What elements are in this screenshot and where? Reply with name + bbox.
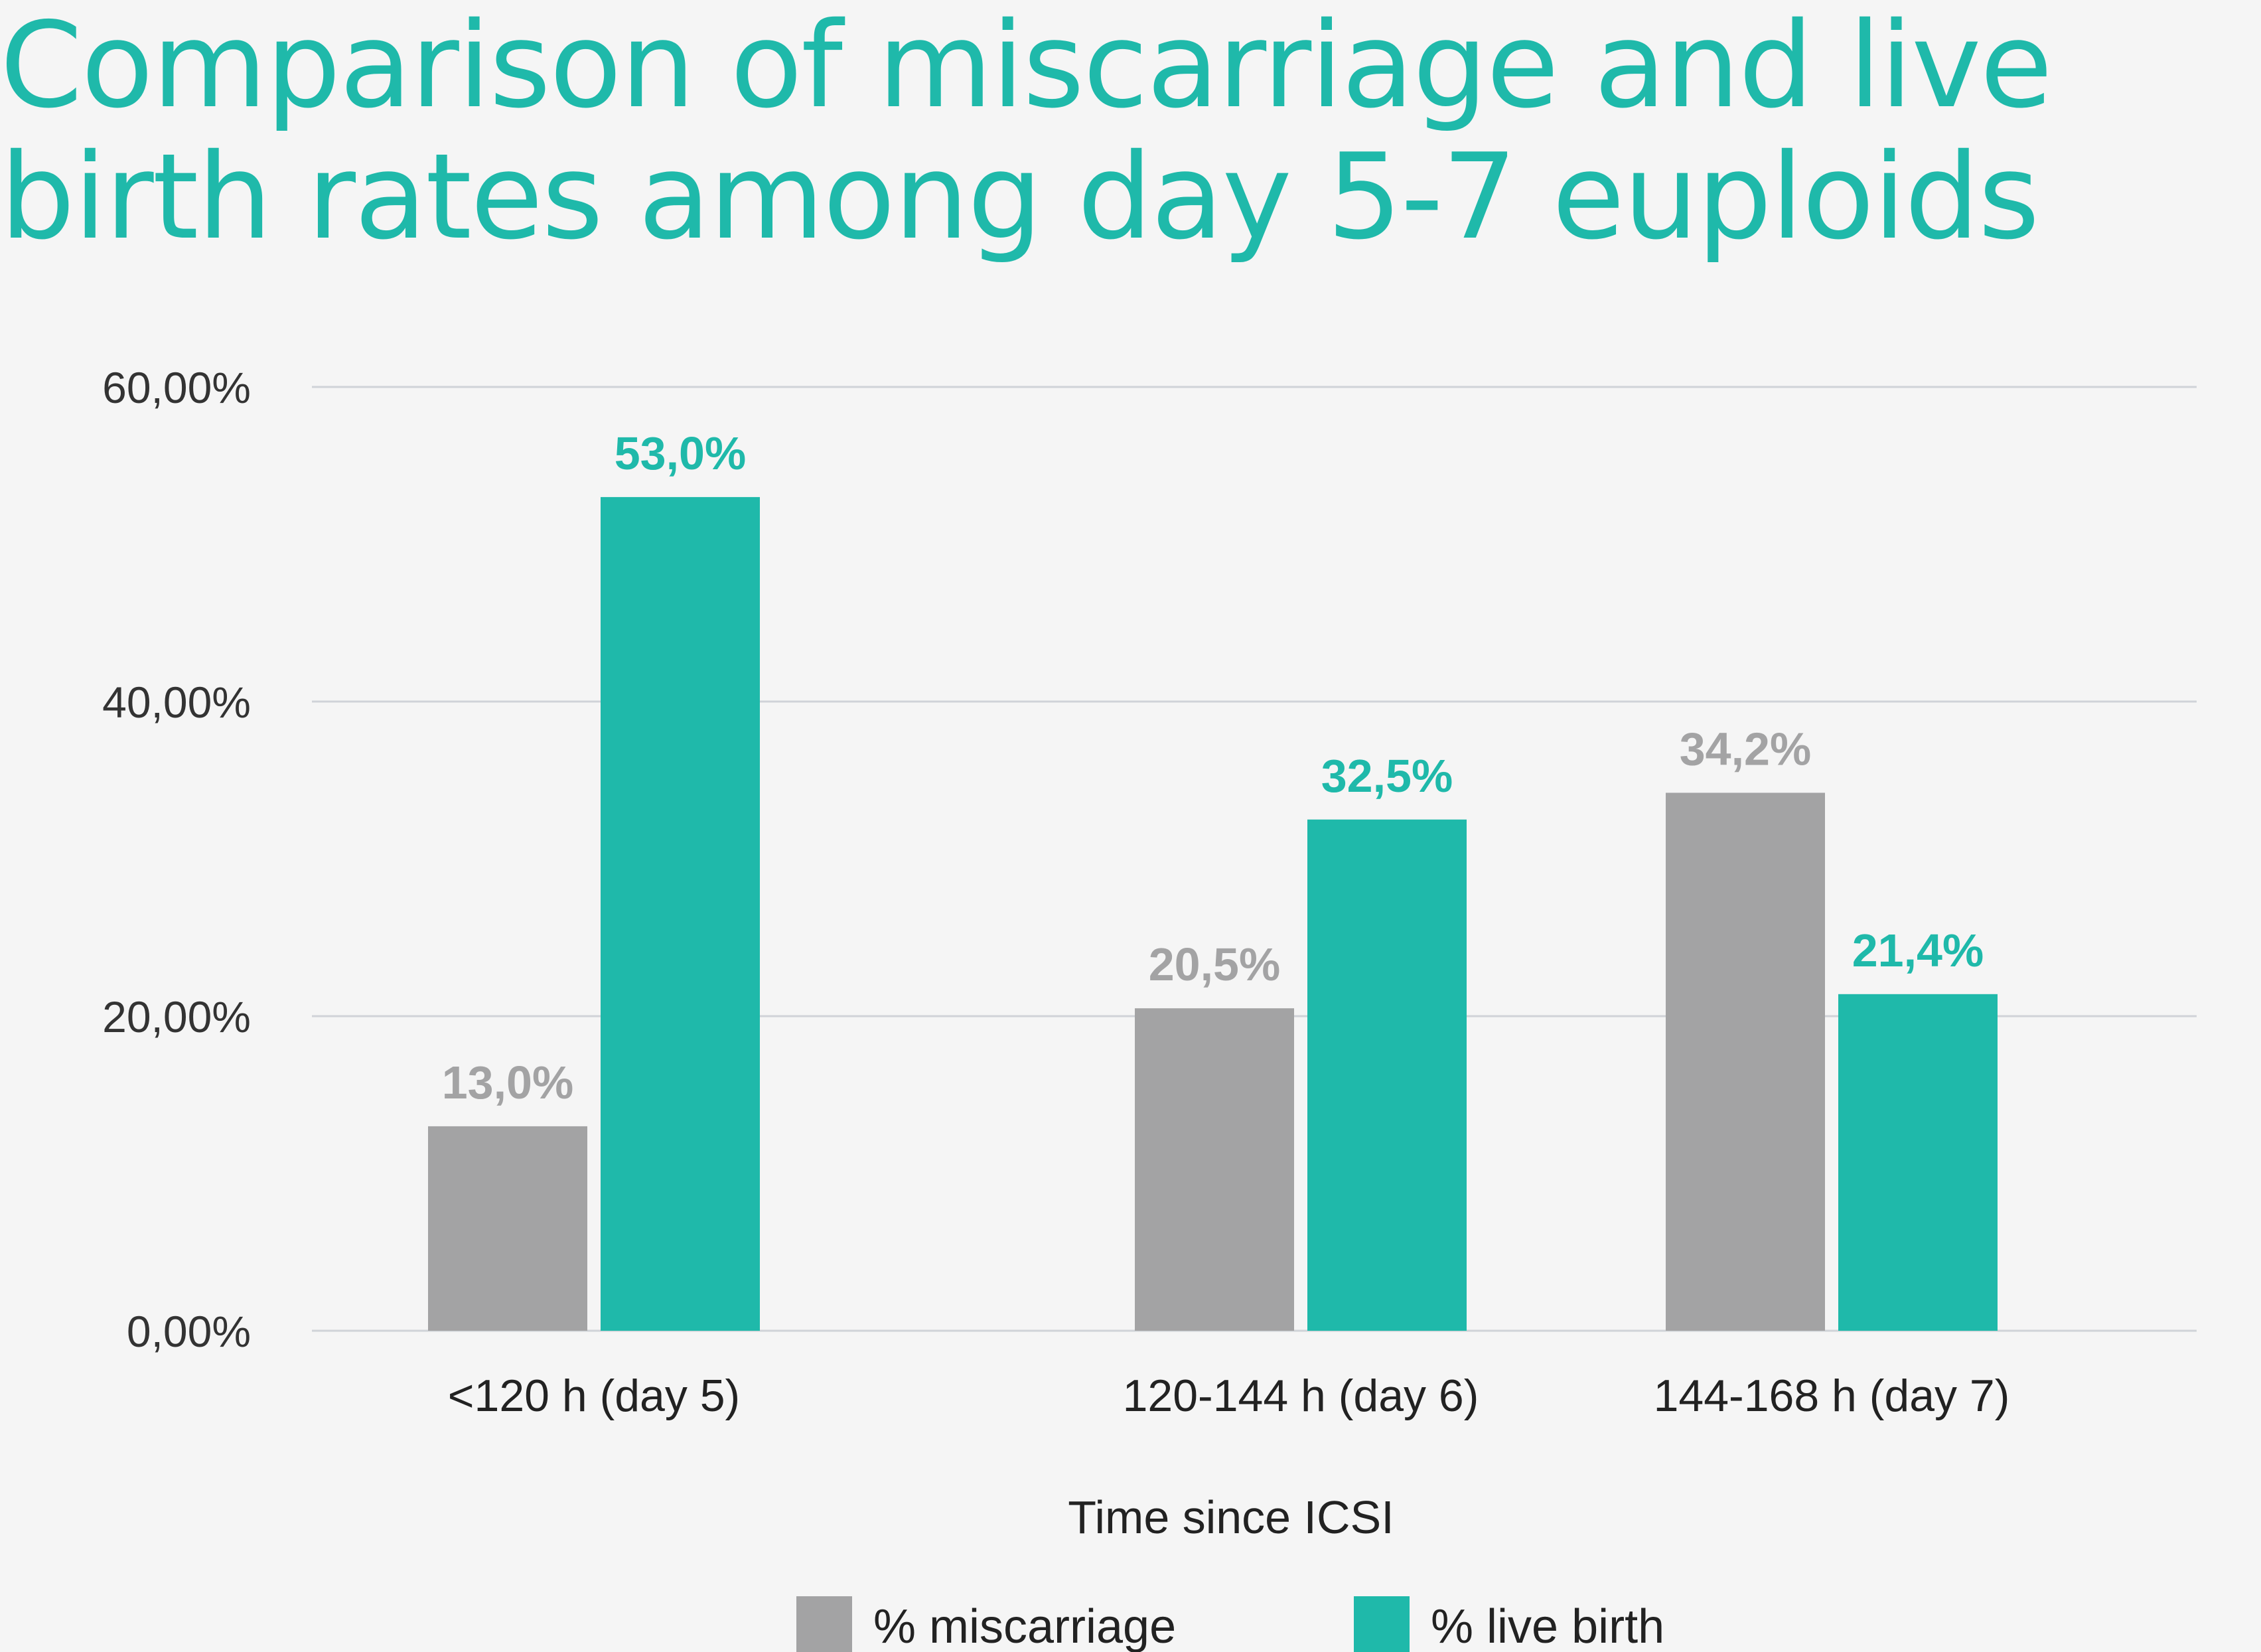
miscarriage-bar	[1666, 792, 1825, 1331]
x-category-label: <120 h (day 5)	[448, 1371, 740, 1421]
miscarriage-data-label: 13,0%	[442, 1057, 573, 1108]
miscarriage-data-label: 20,5%	[1149, 939, 1280, 990]
miscarriage-bar	[1135, 1008, 1294, 1331]
data-labels: 13,0% 53,0% 20,5% 32,5% 34,2% 21,4%	[442, 427, 1984, 1108]
x-category-label: 120-144 h (day 6)	[1123, 1371, 1479, 1421]
live-birth-bar	[1307, 819, 1467, 1331]
miscarriage-data-label: 34,2%	[1680, 723, 1811, 775]
legend-swatch	[1354, 1596, 1410, 1652]
y-axis-tick-labels: 0,00% 20,00% 40,00% 60,00%	[102, 363, 251, 1356]
x-axis-category-labels: <120 h (day 5) 120-144 h (day 6) 144-168 h…	[448, 1371, 2010, 1421]
live-birth-data-label: 32,5%	[1321, 750, 1453, 802]
y-tick-label: 0,00%	[127, 1307, 251, 1356]
chart-title: Comparison of miscarriage and live birth…	[0, 0, 2053, 265]
y-tick-label: 40,00%	[102, 678, 251, 727]
legend-label: % live birth	[1431, 1600, 1664, 1652]
live-birth-bar	[601, 496, 760, 1331]
y-tick-label: 20,00%	[102, 992, 251, 1041]
legend: % miscarriage % live birth	[796, 1596, 1664, 1652]
legend-item: % miscarriage	[796, 1596, 1176, 1652]
legend-label: % miscarriage	[873, 1600, 1176, 1652]
live-birth-data-label: 21,4%	[1852, 925, 1984, 976]
legend-item: % live birth	[1354, 1596, 1664, 1652]
miscarriage-bar	[428, 1126, 587, 1331]
x-axis-title: Time since ICSI	[1068, 1491, 1394, 1543]
x-category-label: 144-168 h (day 7)	[1654, 1371, 2010, 1421]
live-birth-bar	[1838, 994, 1998, 1331]
live-birth-data-label: 53,0%	[615, 427, 746, 479]
legend-swatch	[796, 1596, 852, 1652]
y-tick-label: 60,00%	[102, 363, 251, 412]
bars	[428, 496, 1998, 1331]
